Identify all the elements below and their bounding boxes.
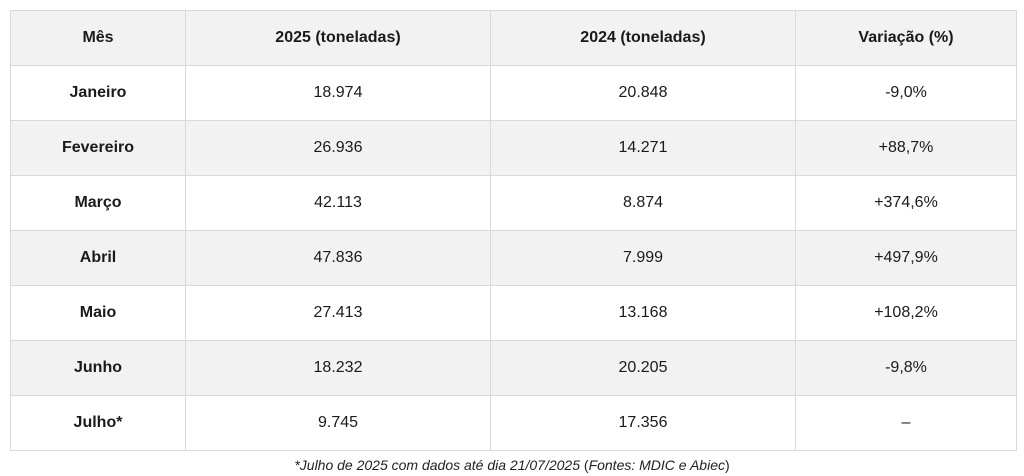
export-volume-table: Mês 2025 (toneladas) 2024 (toneladas) Va… [10,10,1017,451]
cell-month: Janeiro [10,65,186,121]
cell-2024: 13.168 [490,285,796,341]
cell-variation: +374,6% [795,175,1017,231]
cell-2024: 20.848 [490,65,796,121]
table-row: Abril 47.836 7.999 +497,9% [10,230,1017,286]
cell-variation: -9,0% [795,65,1017,121]
cell-2025: 26.936 [185,120,491,176]
table-row: Junho 18.232 20.205 -9,8% [10,340,1017,396]
cell-variation: -9,8% [795,340,1017,396]
cell-month: Abril [10,230,186,286]
cell-month: Junho [10,340,186,396]
cell-variation: +88,7% [795,120,1017,176]
cell-month: Maio [10,285,186,341]
table-row: Fevereiro 26.936 14.271 +88,7% [10,120,1017,176]
cell-2025: 47.836 [185,230,491,286]
header-variation: Variação (%) [795,10,1017,66]
table-row: Maio 27.413 13.168 +108,2% [10,285,1017,341]
cell-2024: 14.271 [490,120,796,176]
cell-2025: 18.974 [185,65,491,121]
cell-2024: 7.999 [490,230,796,286]
footnote-paren-open: ( [583,457,589,473]
footnote-paren-close: ) [724,457,730,473]
cell-variation: +108,2% [795,285,1017,341]
cell-variation: +497,9% [795,230,1017,286]
cell-2024: 17.356 [490,395,796,451]
cell-month: Fevereiro [10,120,186,176]
table-row: Janeiro 18.974 20.848 -9,0% [10,65,1017,121]
footnote-sources: Fontes: MDIC e Abiec [588,457,725,473]
cell-variation: – [795,395,1017,451]
table-row: Julho* 9.745 17.356 – [10,395,1017,451]
footnote-note: *Julho de 2025 com dados até dia 21/07/2… [294,457,580,473]
table-row: Março 42.113 8.874 +374,6% [10,175,1017,231]
cell-2025: 9.745 [185,395,491,451]
cell-month: Julho* [10,395,186,451]
cell-month: Março [10,175,186,231]
data-table-container: Mês 2025 (toneladas) 2024 (toneladas) Va… [10,10,1017,451]
cell-2025: 18.232 [185,340,491,396]
cell-2025: 27.413 [185,285,491,341]
header-2024: 2024 (toneladas) [490,10,796,66]
cell-2025: 42.113 [185,175,491,231]
header-2025: 2025 (toneladas) [185,10,491,66]
header-month: Mês [10,10,186,66]
cell-2024: 8.874 [490,175,796,231]
cell-2024: 20.205 [490,340,796,396]
table-header-row: Mês 2025 (toneladas) 2024 (toneladas) Va… [10,10,1017,66]
table-footnote: *Julho de 2025 com dados até dia 21/07/2… [0,457,1024,473]
